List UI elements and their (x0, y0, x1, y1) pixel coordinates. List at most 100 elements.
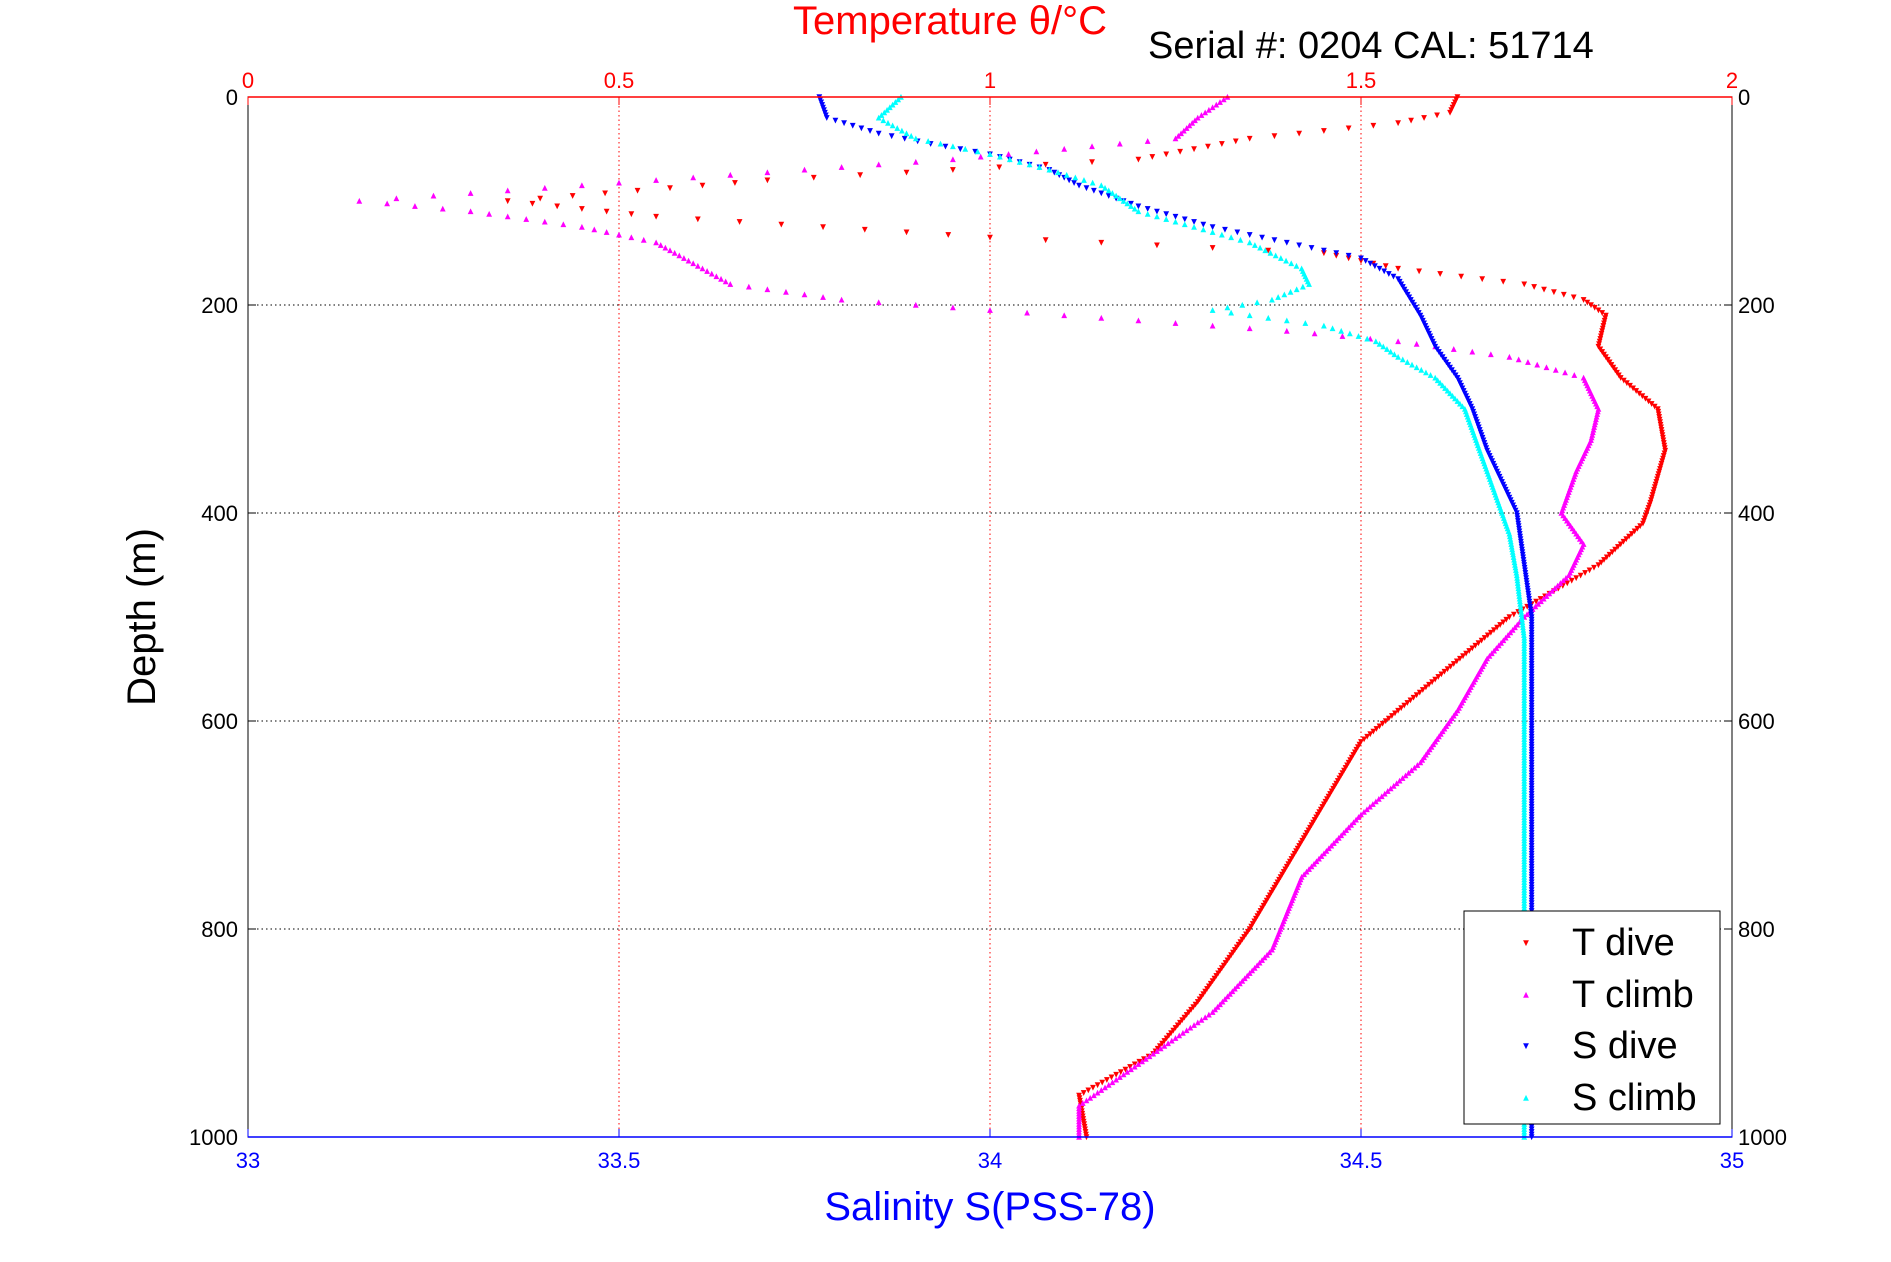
data-point (671, 249, 678, 256)
data-point (1571, 372, 1578, 378)
y-tick-label-left: 1000 (189, 1125, 238, 1150)
data-point (1183, 1027, 1190, 1034)
data-point (554, 203, 561, 210)
data-point (1313, 858, 1320, 865)
data-point (942, 143, 949, 150)
bottom-axis-tick-label: 35 (1720, 1148, 1744, 1173)
data-point (1510, 611, 1517, 618)
data-point (1345, 125, 1352, 132)
data-point (1308, 863, 1315, 870)
data-point (699, 182, 706, 189)
data-point (1220, 96, 1227, 103)
data-point (1222, 996, 1228, 1002)
data-point (504, 213, 511, 220)
data-point (950, 167, 956, 173)
data-point (1194, 1019, 1201, 1026)
data-point (603, 208, 610, 215)
data-point (1083, 185, 1090, 192)
y-tick-label-right: 600 (1738, 709, 1775, 734)
data-point (504, 187, 511, 194)
data-point (1409, 361, 1415, 368)
data-point (1335, 834, 1342, 841)
data-point (1135, 208, 1142, 215)
data-point (439, 205, 446, 212)
data-point (1293, 286, 1300, 293)
data-point (764, 286, 771, 293)
data-point (1405, 769, 1412, 776)
data-point (591, 226, 598, 233)
y-tick-label-right: 200 (1738, 293, 1775, 318)
data-point (1533, 598, 1539, 605)
legend-box (1463, 910, 1721, 1125)
y-tick-label-right: 400 (1738, 501, 1775, 526)
data-point (1209, 104, 1216, 111)
data-point (1507, 629, 1514, 636)
data-point (801, 291, 808, 298)
data-point (1321, 850, 1327, 857)
data-point (1264, 951, 1270, 958)
data-point (1557, 580, 1564, 586)
data-point (1459, 403, 1466, 410)
y-tick-label-left: 600 (201, 709, 238, 734)
data-point (412, 203, 418, 209)
data-point (903, 130, 910, 137)
data-point (1378, 793, 1385, 800)
data-point (1154, 242, 1160, 249)
data-point (1099, 1079, 1106, 1086)
data-point (950, 304, 956, 311)
data-point (1217, 1001, 1223, 1008)
data-point (1089, 159, 1095, 166)
data-point (1265, 314, 1272, 321)
data-point (1500, 278, 1507, 285)
data-point (1098, 239, 1105, 246)
data-point (1402, 772, 1409, 779)
data-point (1369, 801, 1376, 807)
data-point (1487, 351, 1494, 358)
data-point (727, 281, 734, 287)
data-point (1390, 782, 1397, 789)
data-point (1560, 577, 1567, 584)
data-point (504, 198, 511, 205)
data-point (537, 195, 544, 202)
data-point (1254, 962, 1261, 969)
data-point (1116, 1074, 1123, 1080)
data-point (1306, 866, 1312, 872)
data-point (1321, 128, 1327, 134)
data-point (685, 257, 692, 264)
data-point (1239, 977, 1246, 984)
data-point (1232, 138, 1239, 145)
y-tick-label-left: 400 (201, 501, 238, 526)
data-point (1055, 169, 1061, 176)
data-point (1209, 229, 1216, 235)
data-point (1323, 847, 1330, 854)
data-point (653, 177, 659, 183)
data-point (745, 283, 752, 290)
data-point (1491, 647, 1497, 654)
data-point (732, 180, 738, 186)
data-point (1236, 980, 1243, 987)
data-point (1479, 276, 1486, 283)
y-tick-label-left: 200 (201, 293, 238, 318)
data-point (1102, 1084, 1108, 1091)
data-point (603, 229, 610, 235)
data-point (1372, 798, 1379, 805)
data-point (1080, 1090, 1087, 1096)
data-point (1577, 572, 1584, 579)
data-point (1131, 1063, 1138, 1070)
data-point (1026, 161, 1033, 168)
data-point (1172, 135, 1179, 142)
top-axis-tick-label: 0.5 (604, 68, 635, 93)
data-point (1549, 587, 1555, 594)
data-point (1534, 361, 1541, 368)
data-point (925, 138, 932, 144)
data-point (783, 288, 789, 295)
data-point (1090, 1092, 1097, 1099)
data-point (1498, 639, 1504, 646)
data-point (1102, 184, 1108, 191)
data-point (1168, 1037, 1175, 1044)
data-point (1521, 281, 1528, 288)
legend-label-s-climb: S climb (1572, 1077, 1697, 1119)
data-point (1218, 231, 1225, 238)
data-point (1416, 268, 1423, 275)
data-point (1514, 621, 1521, 628)
